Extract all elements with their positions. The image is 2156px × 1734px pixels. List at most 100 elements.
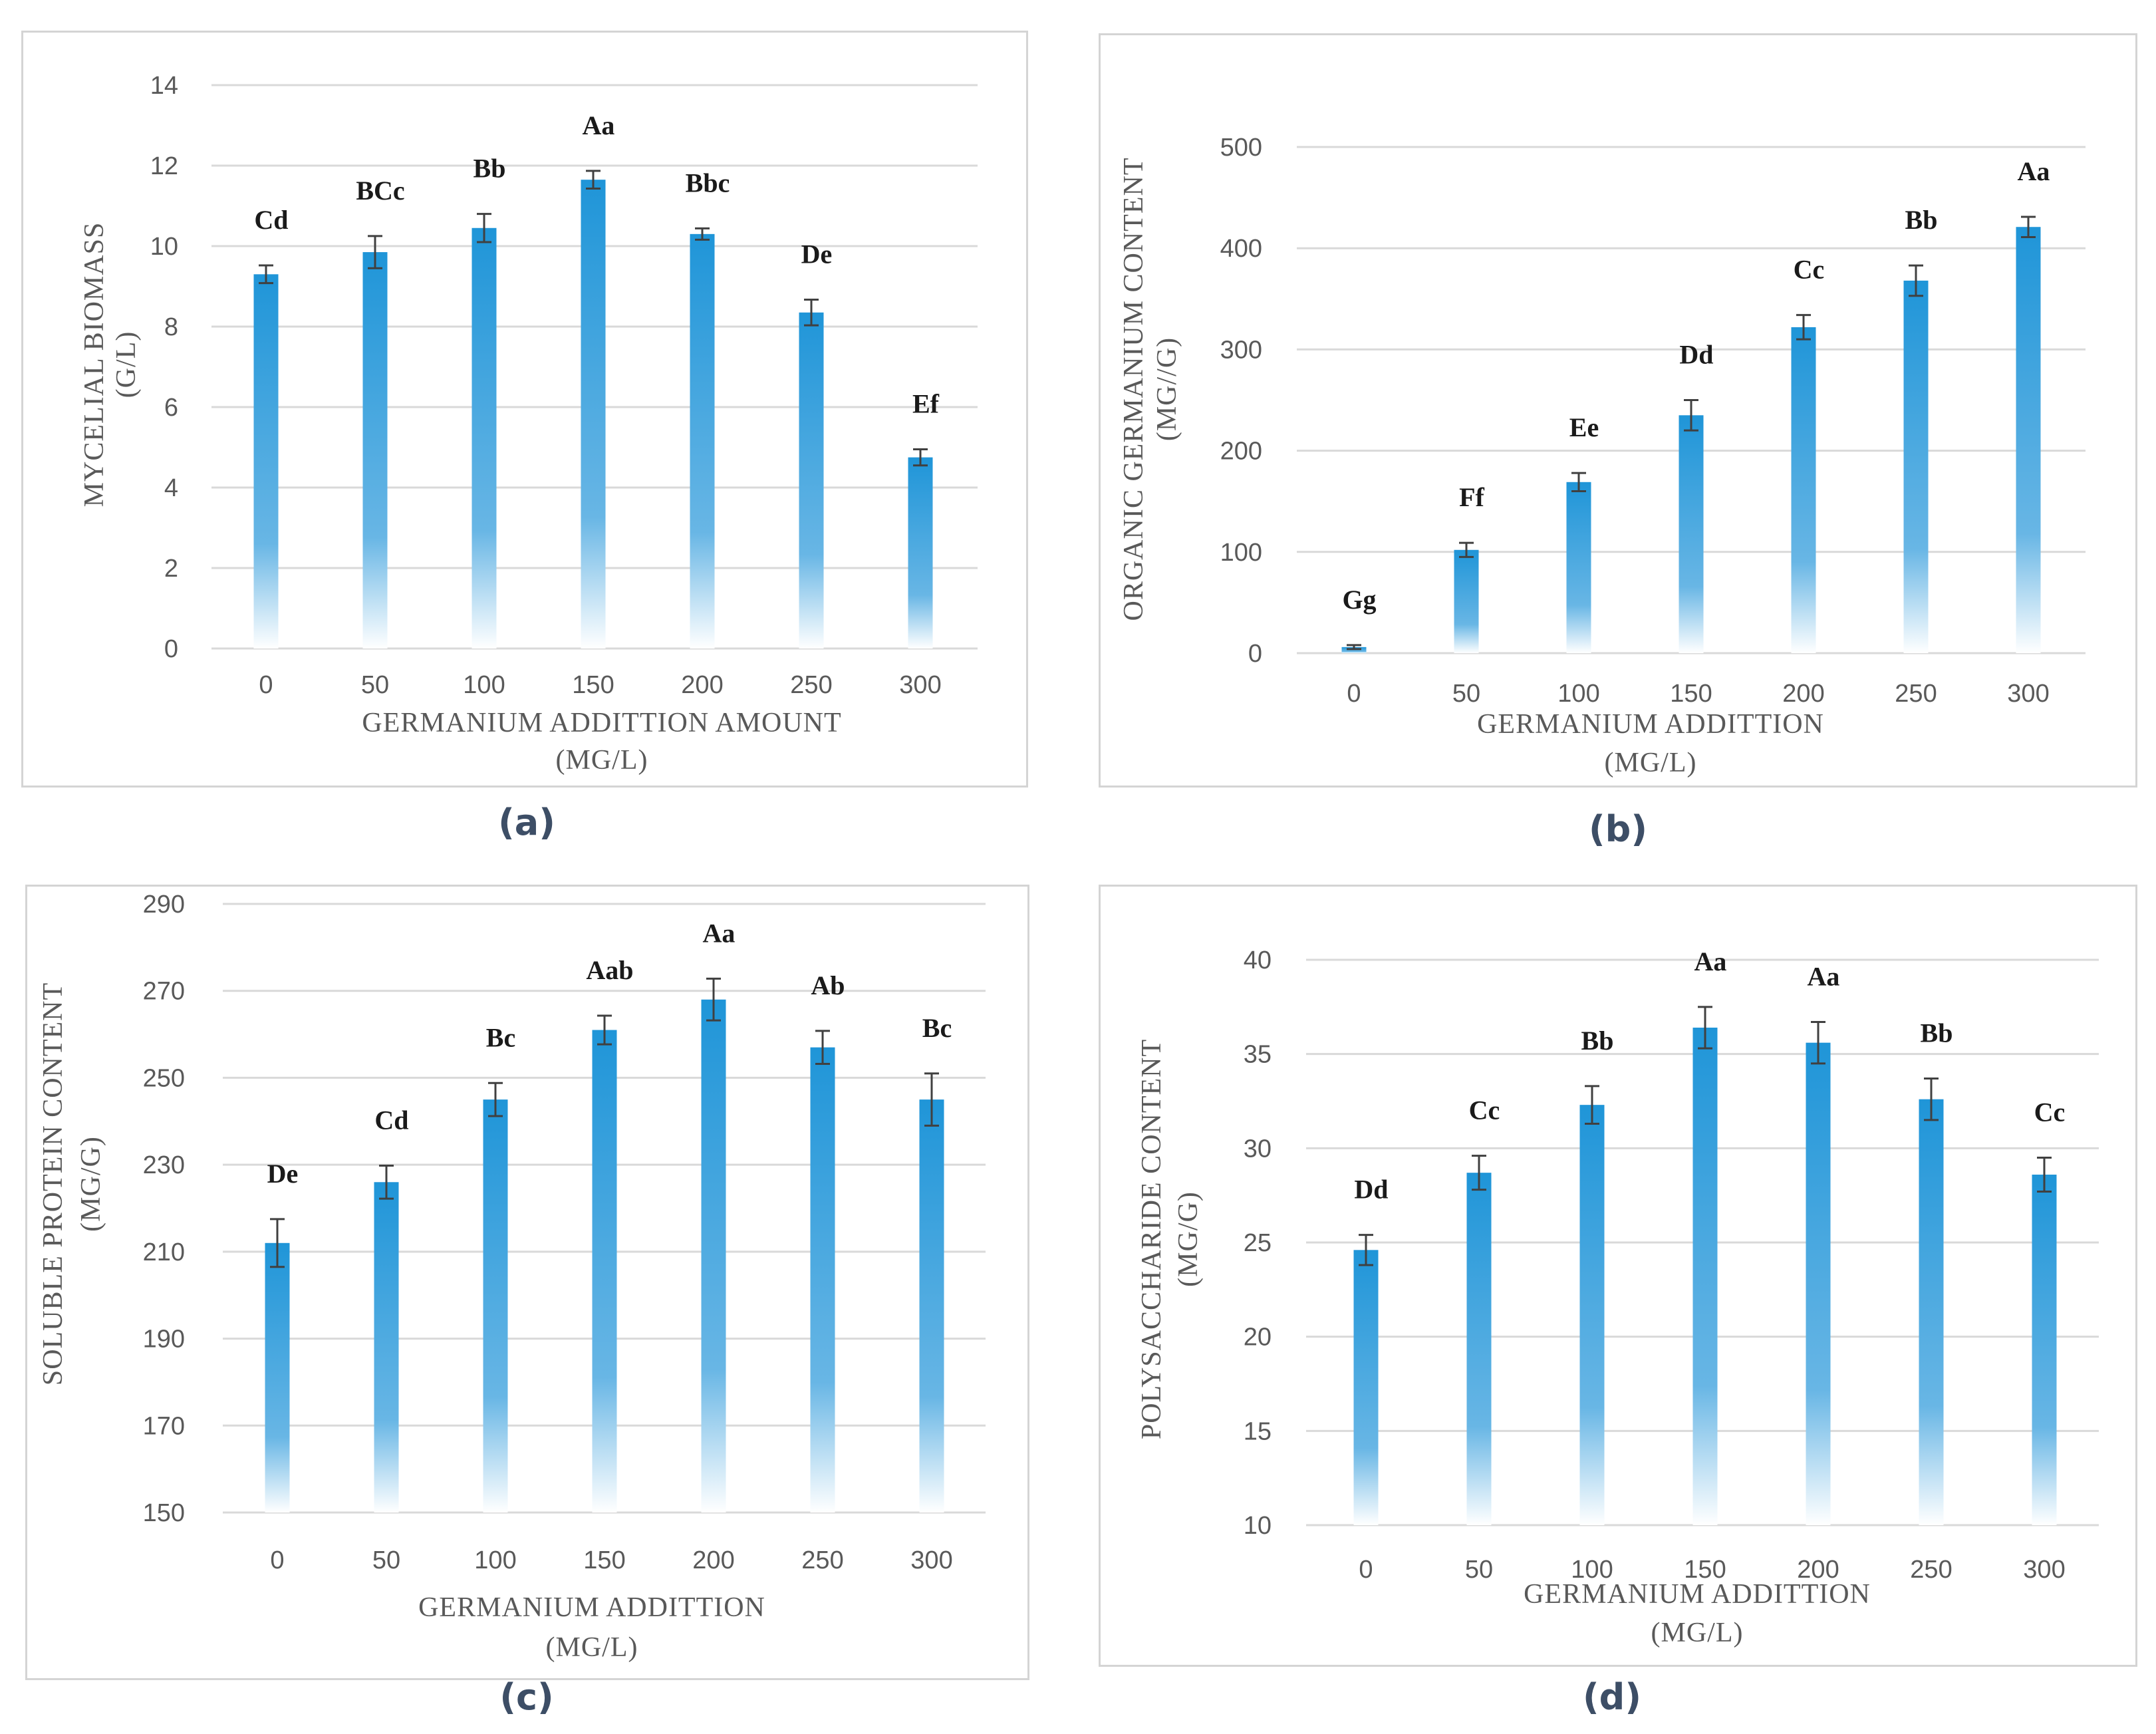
bar (919, 1099, 944, 1513)
panel-caption-d: (d) (1582, 1676, 1641, 1718)
significance-label: BCc (356, 176, 404, 206)
x-axis-title: (MG/L) (1651, 1618, 1744, 1648)
chart-panel-a: 0 2 4 6 8 10 12 14 Cd 0 BCc 50 Bb 100 Aa 150 Bbc 200 De 250… (79, 72, 978, 776)
significance-label: Bbc (686, 168, 730, 198)
x-tick-label: 150 (572, 671, 614, 699)
x-tick-label: 0 (1347, 680, 1361, 708)
x-axis-title: GERMANIUM ADDITTION (1524, 1579, 1871, 1610)
y-tick-label: 170 (143, 1412, 185, 1440)
bar (1353, 1250, 1379, 1525)
y-tick-label: 14 (150, 72, 178, 100)
y-tick-label: 230 (143, 1151, 185, 1179)
bar (2016, 227, 2041, 653)
x-tick-label: 200 (681, 671, 723, 699)
x-tick-label: 50 (372, 1546, 400, 1574)
bar (581, 180, 606, 649)
bar (1806, 1042, 1831, 1525)
x-axis-title: GERMANIUM ADDITTION (1477, 709, 1824, 740)
x-tick-label: 150 (1670, 680, 1712, 708)
x-tick-label: 200 (692, 1546, 734, 1574)
x-tick-label: 300 (910, 1546, 952, 1574)
y-tick-label: 40 (1244, 946, 1272, 974)
significance-label: Cc (1469, 1095, 1500, 1125)
bar (1903, 280, 1929, 653)
y-axis-title: (G/L) (111, 331, 142, 398)
x-tick-label: 300 (899, 671, 941, 699)
significance-label: Bb (473, 154, 506, 184)
bar (1341, 647, 1367, 653)
chart-panel-a-frame (21, 31, 1028, 788)
significance-label: Aa (2018, 156, 2050, 186)
y-axis-title: MYCELIAL BIOMASS (79, 222, 110, 507)
bar (1579, 1105, 1605, 1525)
significance-label: Bc (922, 1013, 952, 1043)
y-tick-label: 2 (164, 555, 178, 583)
bar (1454, 549, 1479, 653)
significance-label: Bb (1581, 1026, 1614, 1056)
bar (483, 1099, 508, 1513)
y-tick-label: 270 (143, 978, 185, 1006)
x-tick-label: 250 (1910, 1556, 1952, 1584)
x-tick-label: 50 (1452, 680, 1480, 708)
y-tick-label: 8 (164, 313, 178, 341)
y-tick-label: 190 (143, 1326, 185, 1354)
y-tick-label: 0 (164, 635, 178, 663)
significance-label: Aab (586, 955, 633, 985)
chart-panel-c-frame (25, 885, 1029, 1680)
y-tick-label: 400 (1220, 235, 1262, 263)
bar (1791, 327, 1816, 653)
y-tick-label: 12 (150, 152, 178, 180)
x-tick-label: 250 (790, 671, 832, 699)
significance-label: Ef (912, 389, 940, 419)
x-tick-label: 100 (474, 1546, 516, 1574)
bar (592, 1030, 617, 1513)
x-tick-label: 300 (2023, 1556, 2065, 1584)
x-tick-label: 0 (1359, 1556, 1373, 1584)
y-tick-label: 30 (1244, 1135, 1272, 1163)
bar (1466, 1173, 1492, 1525)
chart-panel-b: 0 100 200 300 400 500 Gg 0 Ff 50 Ee 100 Dd 150 Cc 200 Bb… (1119, 134, 2086, 778)
x-tick-label: 250 (801, 1546, 843, 1574)
x-axis-title: (MG/L) (556, 745, 648, 776)
y-tick-label: 35 (1244, 1041, 1272, 1069)
significance-label: Aa (1694, 946, 1727, 976)
bar (701, 999, 726, 1513)
chart-panel-d-frame (1099, 885, 2137, 1667)
y-tick-label: 6 (164, 394, 178, 422)
x-tick-label: 100 (463, 671, 505, 699)
significance-label: Ab (811, 970, 845, 1000)
chart-panel-d: 10 15 20 25 30 35 40 Dd 0 Cc 50 Bb 100 Aa 150 Aa 200 Bb 25… (1137, 946, 2099, 1648)
x-tick-label: 300 (2007, 680, 2049, 708)
significance-label: De (801, 239, 833, 269)
bar (690, 233, 715, 649)
bar (1692, 1028, 1718, 1525)
y-axis-title: (MG/G) (1173, 1191, 1204, 1287)
x-tick-label: 0 (259, 671, 273, 699)
y-axis-title: SOLUBLE PROTEIN CONTENT (38, 982, 68, 1385)
y-tick-label: 4 (164, 474, 178, 502)
significance-label: Ee (1569, 412, 1599, 442)
significance-label: Cc (2034, 1097, 2066, 1127)
x-tick-label: 0 (270, 1546, 284, 1574)
x-tick-label: 100 (1557, 680, 1599, 708)
bar (265, 1242, 290, 1513)
y-tick-label: 250 (143, 1064, 185, 1092)
chart-panel-c: 150 170 190 210 230 250 270 290 De 0 Cd 50 Bc 100 Aab 1… (38, 891, 986, 1663)
significance-label: Bc (486, 1022, 515, 1052)
x-tick-label: 50 (1465, 1556, 1493, 1584)
panel-caption-b: (b) (1588, 808, 1647, 850)
bar (1566, 482, 1591, 653)
bar (1919, 1099, 1944, 1525)
significance-label: Aa (583, 110, 615, 140)
y-tick-label: 15 (1244, 1417, 1272, 1445)
y-tick-label: 210 (143, 1238, 185, 1266)
x-axis-title: (MG/L) (1605, 748, 1697, 778)
x-axis-title: GERMANIUM ADDITTION (418, 1592, 765, 1623)
bar (362, 252, 388, 649)
y-tick-label: 500 (1220, 134, 1262, 162)
y-tick-label: 20 (1244, 1324, 1272, 1352)
significance-label: Dd (1679, 340, 1713, 370)
significance-label: Ff (1459, 482, 1484, 512)
x-tick-label: 100 (1571, 1556, 1613, 1584)
